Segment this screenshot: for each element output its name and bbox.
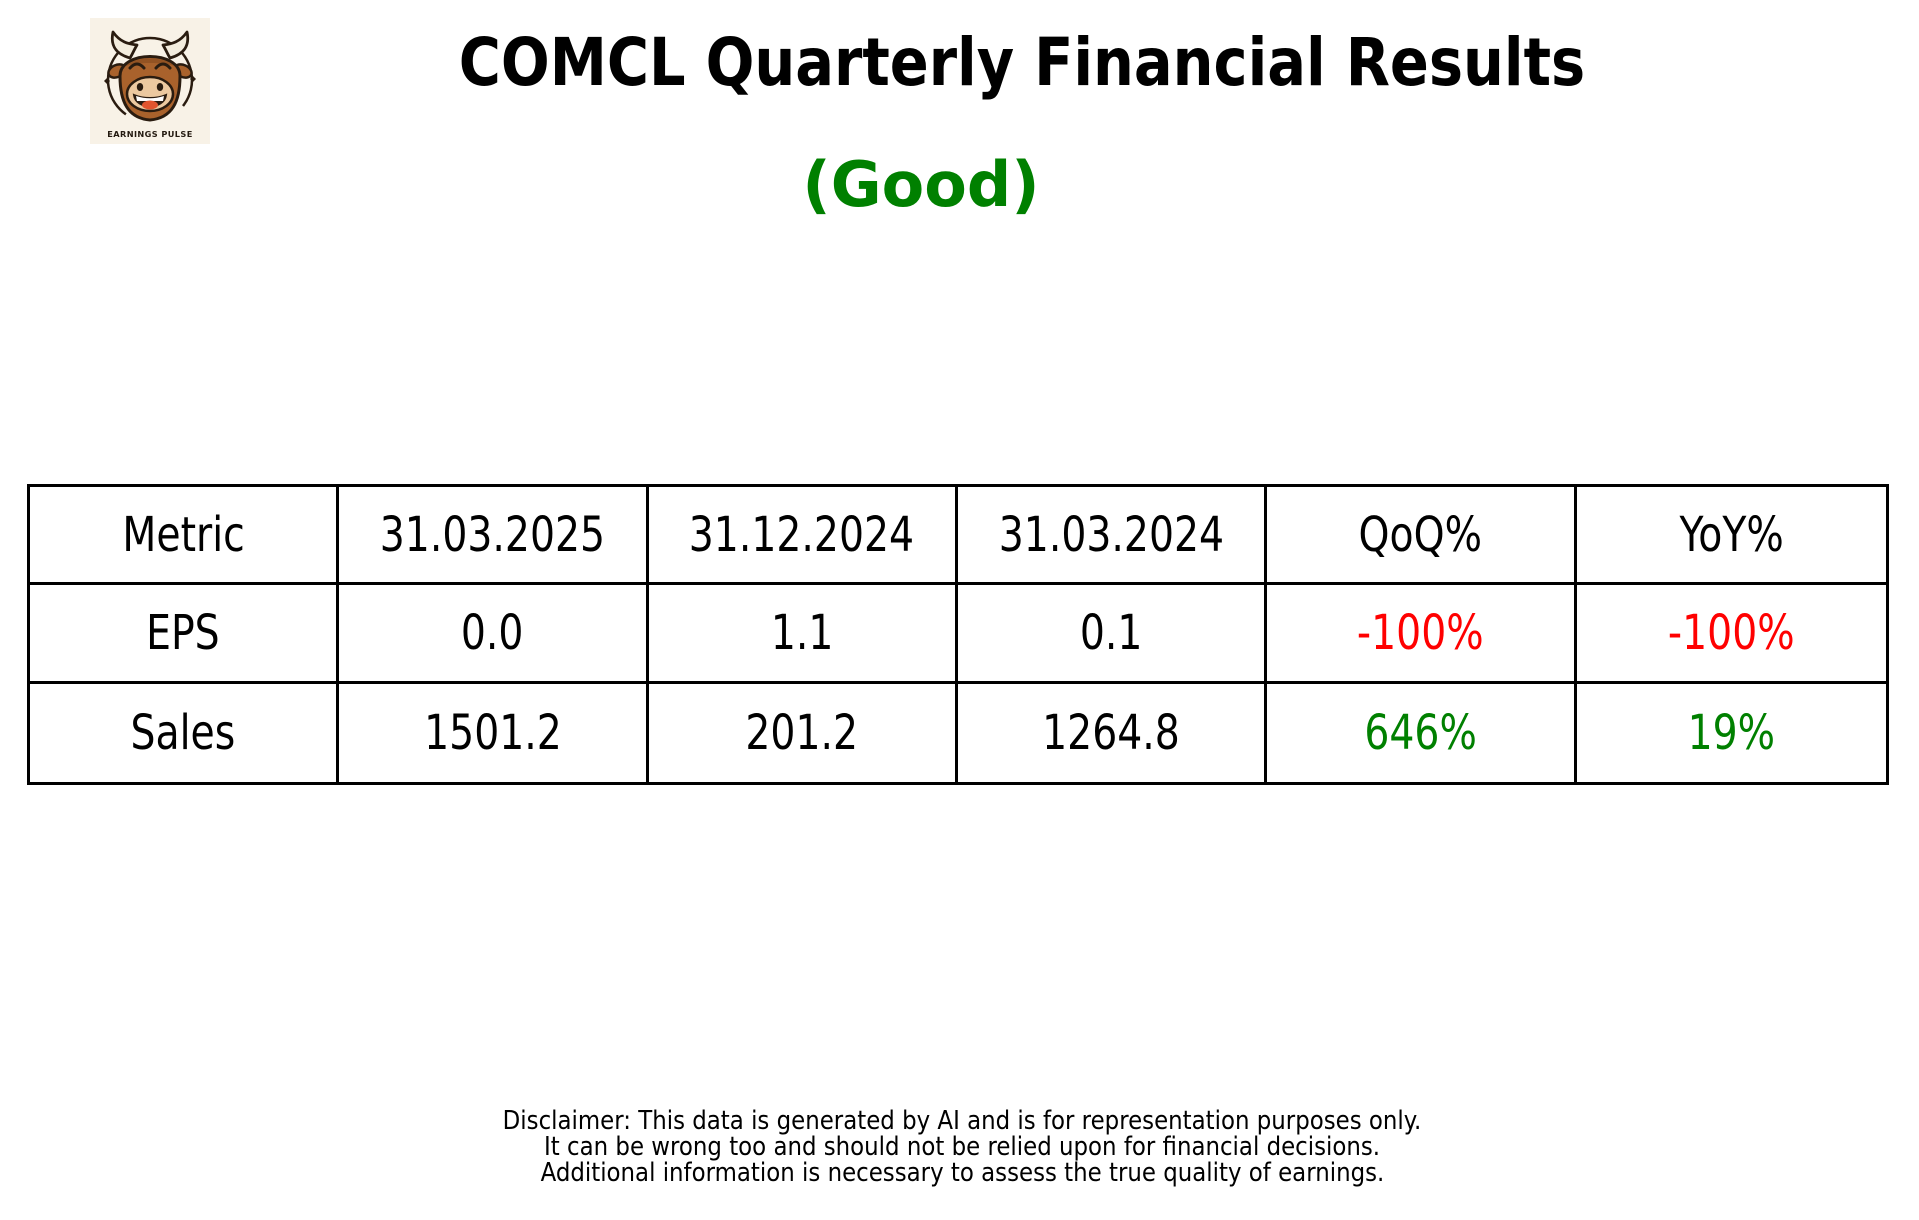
- disclaimer-line-1: Disclaimer: This data is generated by AI…: [440, 1108, 1484, 1134]
- sales-q-yearago-value: 1264.8: [1042, 704, 1181, 761]
- col-header-31-03-2025-text: 31.03.2025: [379, 506, 606, 563]
- sales-q-previous-value: 201.2: [745, 704, 859, 761]
- verdict-label: (Good): [802, 148, 1039, 221]
- logo-brand-text: EARNINGS PULSE: [107, 129, 192, 139]
- disclaimer-line-3-text: Additional information is necessary to a…: [540, 1158, 1384, 1188]
- col-header-31-12-2024-text: 31.12.2024: [689, 506, 915, 563]
- sales-q-current-value: 1501.2: [423, 704, 562, 761]
- sales-yoy-value: 19%: [1687, 704, 1776, 761]
- col-header-qoq: QoQ%: [1267, 487, 1577, 586]
- sales-qoq-value: 646%: [1364, 704, 1477, 761]
- page-title-text: COMCL Quarterly Financial Results: [458, 24, 1586, 101]
- disclaimer-line-2: It can be wrong too and should not be re…: [440, 1134, 1484, 1160]
- col-header-31-03-2024: 31.03.2024: [958, 487, 1268, 586]
- eps-qoq-value: -100%: [1357, 604, 1484, 661]
- eps-row-metric-cell: EPS: [30, 585, 340, 684]
- sales-row-metric-cell: Sales: [30, 683, 340, 782]
- sales-q-yearago-cell: 1264.8: [958, 683, 1268, 782]
- eps-metric-text: EPS: [146, 604, 220, 661]
- disclaimer-line-1-text: Disclaimer: This data is generated by AI…: [502, 1106, 1422, 1136]
- col-header-metric: Metric: [30, 487, 340, 586]
- col-header-qoq-text: QoQ%: [1358, 506, 1483, 563]
- eps-q-current-cell: 0.0: [339, 585, 649, 684]
- col-header-31-12-2024: 31.12.2024: [648, 487, 958, 586]
- col-header-yoy-text: YoY%: [1679, 506, 1784, 563]
- eps-q-previous-value: 1.1: [770, 604, 834, 661]
- col-header-metric-text: Metric: [121, 506, 245, 563]
- laughing-bull-icon: EARNINGS PULSE: [90, 18, 210, 144]
- eps-q-yearago-value: 0.1: [1079, 604, 1143, 661]
- eps-yoy-cell: -100%: [1576, 585, 1886, 684]
- sales-metric-text: Sales: [130, 704, 236, 761]
- verdict-text: (Good): [802, 148, 1040, 221]
- col-header-yoy: YoY%: [1576, 487, 1886, 586]
- earnings-pulse-logo: EARNINGS PULSE: [90, 18, 210, 144]
- eps-qoq-cell: -100%: [1267, 585, 1577, 684]
- sales-q-current-cell: 1501.2: [339, 683, 649, 782]
- eps-q-yearago-cell: 0.1: [958, 585, 1268, 684]
- disclaimer-line-3: Additional information is necessary to a…: [440, 1160, 1484, 1186]
- disclaimer: Disclaimer: This data is generated by AI…: [440, 1108, 1484, 1186]
- col-header-31-03-2025: 31.03.2025: [339, 487, 649, 586]
- eps-q-current-value: 0.0: [461, 604, 524, 661]
- page-title: COMCL Quarterly Financial Results: [375, 24, 1670, 101]
- col-header-31-03-2024-text: 31.03.2024: [998, 506, 1224, 563]
- eps-yoy-value: -100%: [1667, 604, 1795, 661]
- disclaimer-line-2-text: It can be wrong too and should not be re…: [543, 1132, 1381, 1162]
- sales-yoy-cell: 19%: [1577, 684, 1886, 782]
- eps-q-previous-cell: 1.1: [648, 585, 958, 684]
- sales-qoq-cell: 646%: [1267, 683, 1577, 782]
- quarterly-results-table: Metric 31.03.2025 31.12.2024 31.03.2024 …: [27, 484, 1889, 785]
- sales-q-previous-cell: 201.2: [649, 683, 958, 782]
